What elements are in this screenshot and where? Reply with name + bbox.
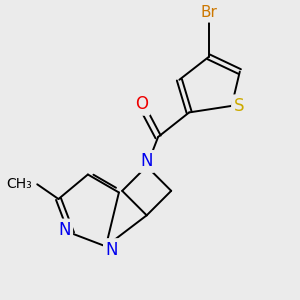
Text: O: O bbox=[135, 95, 148, 113]
Text: N: N bbox=[140, 152, 153, 170]
Text: N: N bbox=[106, 241, 118, 259]
Text: Br: Br bbox=[200, 5, 217, 20]
Text: N: N bbox=[58, 221, 70, 239]
Text: S: S bbox=[234, 97, 244, 115]
Text: CH₃: CH₃ bbox=[7, 177, 32, 191]
